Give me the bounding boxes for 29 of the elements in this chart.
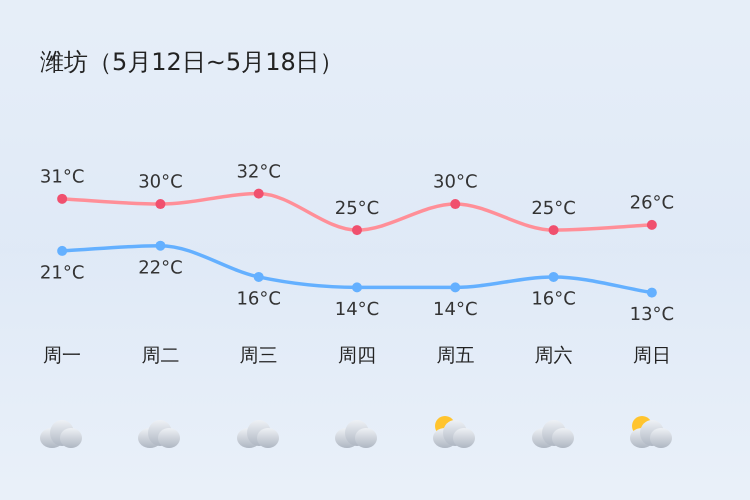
chart-title: 潍坊（5月12日~5月18日） xyxy=(40,47,344,78)
point xyxy=(548,272,559,282)
x-tick-label: 周二 xyxy=(141,344,180,367)
point xyxy=(155,240,166,251)
point xyxy=(450,282,460,292)
data-label: 32°C xyxy=(236,161,281,182)
x-tick-label: 周一 xyxy=(43,344,82,367)
x-tick-label: 周四 xyxy=(338,344,376,367)
x-tick-label: 周六 xyxy=(534,344,573,367)
data-label: 25°C xyxy=(334,198,380,219)
point xyxy=(254,272,264,282)
data-label: 22°C xyxy=(138,257,183,278)
data-label: 14°C xyxy=(433,299,478,320)
data-label: 30°C xyxy=(433,172,478,193)
x-tick-label: 周三 xyxy=(240,344,278,367)
x-tick-label: 周日 xyxy=(632,344,671,367)
point xyxy=(57,246,68,256)
data-label: 25°C xyxy=(531,198,576,219)
point xyxy=(646,288,657,298)
data-label: 13°C xyxy=(630,304,674,326)
point xyxy=(352,282,362,292)
data-label: 16°C xyxy=(236,288,281,310)
data-label: 26°C xyxy=(630,192,674,214)
data-label: 30°C xyxy=(138,172,183,193)
data-label: 14°C xyxy=(334,299,380,320)
data-label: 21°C xyxy=(40,262,84,284)
data-label: 16°C xyxy=(531,288,576,310)
x-tick-label: 周五 xyxy=(436,344,474,367)
data-label: 31°C xyxy=(40,166,84,188)
